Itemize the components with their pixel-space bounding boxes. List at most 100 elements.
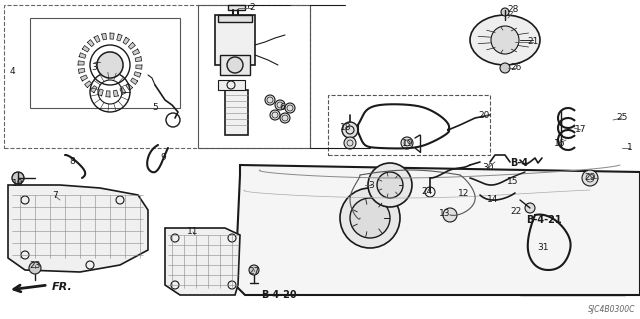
- Circle shape: [275, 100, 285, 110]
- Text: 8: 8: [69, 158, 75, 167]
- Circle shape: [350, 198, 390, 238]
- Bar: [328, 95, 490, 155]
- Polygon shape: [88, 40, 94, 47]
- Circle shape: [401, 137, 413, 149]
- Bar: [215, 15, 255, 65]
- Bar: [520, 200, 625, 295]
- Circle shape: [368, 163, 412, 207]
- Bar: [30, 18, 180, 108]
- Polygon shape: [94, 35, 100, 42]
- Text: 17: 17: [575, 125, 587, 135]
- Text: 3: 3: [368, 181, 374, 189]
- Text: 3: 3: [91, 63, 97, 72]
- Polygon shape: [126, 83, 132, 90]
- Text: B-4-20: B-4-20: [261, 290, 297, 300]
- Polygon shape: [102, 33, 107, 40]
- Circle shape: [340, 188, 400, 248]
- Text: 31: 31: [537, 243, 548, 253]
- Bar: [218, 80, 245, 90]
- Circle shape: [500, 63, 510, 73]
- Polygon shape: [98, 89, 103, 96]
- Circle shape: [535, 240, 551, 256]
- Polygon shape: [81, 75, 88, 81]
- Text: 14: 14: [487, 196, 499, 204]
- Polygon shape: [8, 185, 148, 272]
- Bar: [228, 5, 245, 10]
- Text: 1: 1: [627, 144, 633, 152]
- Text: 10: 10: [12, 179, 24, 188]
- Text: 4: 4: [9, 68, 15, 77]
- Polygon shape: [123, 37, 129, 44]
- Polygon shape: [165, 228, 240, 295]
- Circle shape: [285, 103, 295, 113]
- Text: 22: 22: [510, 207, 522, 217]
- Bar: [218, 15, 252, 22]
- Text: 5: 5: [152, 103, 158, 113]
- Polygon shape: [78, 61, 84, 65]
- Text: 15: 15: [508, 177, 519, 187]
- Bar: [198, 5, 310, 148]
- Text: 21: 21: [527, 38, 539, 47]
- Polygon shape: [235, 165, 640, 295]
- Circle shape: [227, 57, 243, 73]
- Circle shape: [344, 137, 356, 149]
- Text: 11: 11: [188, 227, 199, 236]
- Circle shape: [491, 26, 519, 54]
- Polygon shape: [116, 34, 122, 41]
- Circle shape: [342, 122, 358, 138]
- Polygon shape: [113, 90, 118, 97]
- Polygon shape: [134, 72, 141, 77]
- Text: 28: 28: [508, 5, 518, 14]
- Circle shape: [249, 265, 259, 275]
- Polygon shape: [135, 57, 141, 62]
- Circle shape: [443, 208, 457, 222]
- Text: 2: 2: [249, 4, 255, 12]
- Text: 27: 27: [248, 266, 260, 276]
- Bar: [4, 5, 310, 148]
- Polygon shape: [90, 85, 97, 93]
- Text: 19: 19: [403, 138, 413, 147]
- Circle shape: [12, 172, 24, 184]
- Text: B-4: B-4: [510, 158, 528, 168]
- Polygon shape: [106, 91, 110, 97]
- Polygon shape: [110, 33, 114, 39]
- Text: 9: 9: [160, 152, 166, 161]
- Circle shape: [525, 203, 535, 213]
- Text: FR.: FR.: [52, 282, 73, 292]
- Polygon shape: [120, 87, 126, 94]
- Circle shape: [97, 52, 123, 78]
- Text: SJC4B0300C: SJC4B0300C: [588, 305, 635, 314]
- Polygon shape: [78, 68, 85, 73]
- Text: 18: 18: [340, 123, 352, 132]
- Polygon shape: [132, 49, 140, 55]
- Ellipse shape: [470, 15, 540, 65]
- Bar: [220, 55, 250, 75]
- Circle shape: [29, 262, 41, 274]
- Circle shape: [582, 170, 598, 186]
- Polygon shape: [83, 46, 90, 52]
- Text: 26: 26: [510, 63, 522, 72]
- Polygon shape: [136, 65, 142, 69]
- Polygon shape: [131, 78, 138, 85]
- Text: 16: 16: [554, 138, 566, 147]
- Text: 13: 13: [439, 210, 451, 219]
- Circle shape: [280, 113, 290, 123]
- Text: 25: 25: [616, 114, 628, 122]
- Text: 30: 30: [483, 164, 493, 173]
- Circle shape: [270, 110, 280, 120]
- Text: 20: 20: [478, 110, 490, 120]
- Polygon shape: [79, 53, 86, 58]
- Text: 23: 23: [29, 261, 41, 270]
- Text: 29: 29: [584, 174, 596, 182]
- Circle shape: [501, 8, 509, 16]
- Text: 7: 7: [52, 191, 58, 201]
- Polygon shape: [84, 81, 92, 88]
- Polygon shape: [129, 42, 136, 49]
- Text: 6: 6: [279, 103, 285, 113]
- Text: 12: 12: [458, 189, 470, 198]
- Circle shape: [265, 95, 275, 105]
- Text: B-4-21: B-4-21: [526, 215, 562, 225]
- Bar: [225, 90, 248, 135]
- Circle shape: [377, 172, 403, 198]
- Text: 24: 24: [421, 188, 433, 197]
